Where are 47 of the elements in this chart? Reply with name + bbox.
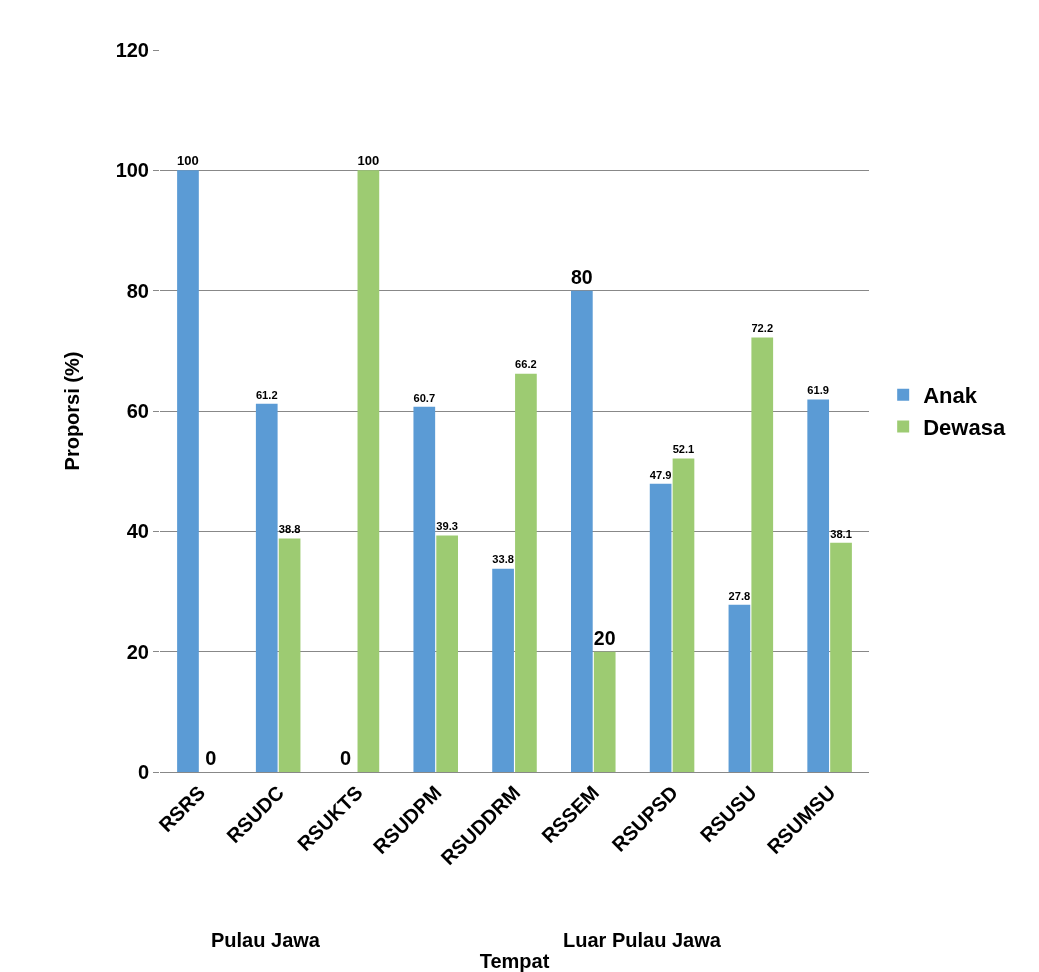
bar xyxy=(728,604,751,772)
data-label: 27.8 xyxy=(728,589,751,602)
data-label: 66.2 xyxy=(515,358,537,371)
data-label: 33.8 xyxy=(492,553,514,566)
bar xyxy=(177,170,199,772)
data-label: 100 xyxy=(177,152,199,168)
bar xyxy=(413,406,436,772)
bar xyxy=(571,290,593,772)
legend-label: Dewasa xyxy=(923,414,1006,440)
bar xyxy=(593,651,616,772)
bar xyxy=(492,568,514,772)
data-label: 72.2 xyxy=(751,322,774,335)
bar xyxy=(255,403,278,772)
bar xyxy=(807,399,830,772)
bar xyxy=(357,170,380,772)
y-tick-label: 40 xyxy=(126,520,149,543)
y-tick-label: 120 xyxy=(115,39,149,61)
bar xyxy=(672,458,695,772)
bar xyxy=(649,483,672,772)
bar xyxy=(278,538,301,772)
y-tick-label: 20 xyxy=(126,640,149,663)
y-tick-label: 100 xyxy=(115,159,149,182)
data-label: 80 xyxy=(571,265,593,288)
data-label: 47.9 xyxy=(649,468,672,481)
y-tick-label: 80 xyxy=(126,279,149,302)
y-tick-label: 60 xyxy=(126,400,149,422)
bar xyxy=(830,542,852,772)
data-label: 0 xyxy=(339,747,352,769)
x-axis-title: Tempat xyxy=(479,950,550,972)
y-tick-label: 0 xyxy=(137,761,149,783)
data-label: 0 xyxy=(205,747,217,769)
data-label: 61.2 xyxy=(255,388,278,401)
data-label: 100 xyxy=(357,152,380,168)
data-label: 20 xyxy=(593,626,616,649)
y-axis-title: Proporsi (%) xyxy=(61,351,84,471)
bar xyxy=(751,337,774,772)
text: Luar Pulau Jawa xyxy=(563,929,722,951)
legend-label: Anak xyxy=(923,383,978,409)
data-label: 39.3 xyxy=(436,520,458,533)
data-label: 52.1 xyxy=(672,443,695,456)
data-label: 60.7 xyxy=(413,391,436,404)
text: Pulau Jawa xyxy=(211,929,321,951)
data-label: 38.8 xyxy=(278,523,301,536)
data-label: 61.9 xyxy=(807,384,830,397)
data-label: 38.1 xyxy=(830,527,852,540)
bar xyxy=(436,535,458,772)
bar xyxy=(515,373,537,772)
